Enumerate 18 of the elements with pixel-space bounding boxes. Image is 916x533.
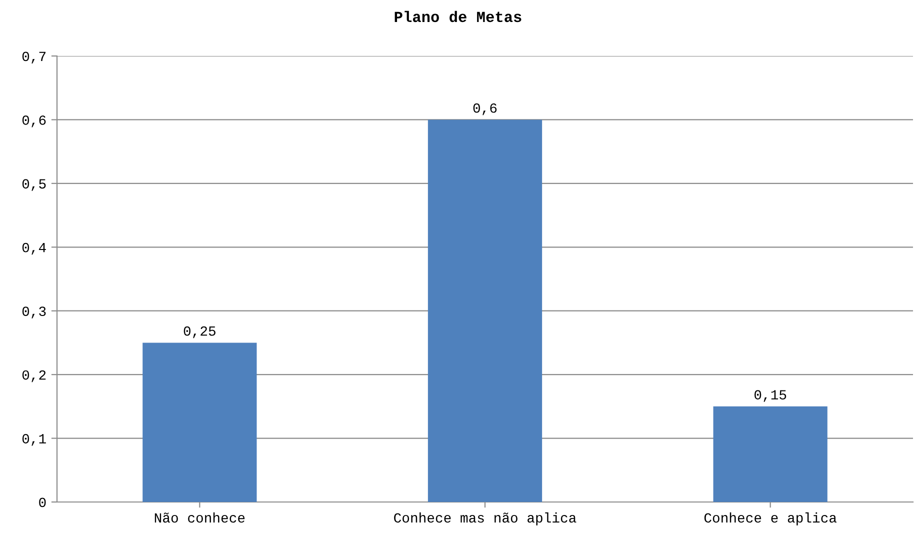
bar [428,120,542,502]
data-label: 0,15 [754,390,786,402]
y-tick-label: 0,5 [22,179,46,191]
x-tick-label: Conhece e aplica [704,512,837,526]
bar [142,342,257,502]
x-tick-label: Não conhece [154,512,245,523]
y-tick-label: 0,4 [22,242,46,255]
bar [713,406,828,502]
y-tick-label: 0,6 [22,115,46,128]
data-label: 0,6 [473,103,497,116]
data-label: 0,25 [184,326,216,338]
y-tick-label: 0,2 [22,370,46,382]
y-tick-label: 0,7 [22,52,46,64]
chart-title: Plano de Metas [394,10,522,22]
y-tick-label: 0,3 [22,306,46,318]
y-tick-label: 0 [39,498,46,508]
x-tick-label: Conhece mas não aplica [394,512,576,526]
y-tick-label: 0,1 [22,434,46,446]
